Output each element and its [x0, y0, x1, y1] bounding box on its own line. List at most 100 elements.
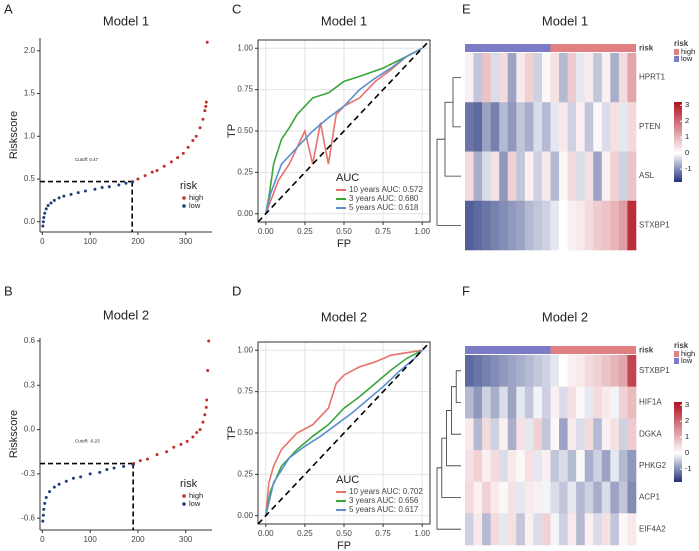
panel-title: Model 1	[103, 13, 149, 28]
heat-cell	[627, 53, 637, 103]
point	[204, 104, 208, 108]
heat-cell	[559, 200, 568, 251]
annotation-bar	[465, 44, 551, 52]
colorbar-tick-label: -1	[685, 164, 692, 173]
point	[117, 183, 121, 187]
heat-cell	[559, 355, 568, 387]
heat-cell	[465, 355, 474, 387]
heat-cell	[516, 513, 526, 546]
heat-cell	[627, 200, 637, 251]
heat-cell	[610, 513, 620, 546]
heat-cell	[507, 450, 517, 482]
heat-cell	[516, 386, 526, 419]
heat-cell	[550, 418, 560, 451]
heat-cell	[541, 200, 551, 251]
point	[130, 180, 134, 184]
heat-cell	[584, 481, 594, 514]
panel-label: A	[4, 1, 13, 16]
heat-cell	[593, 513, 603, 546]
heat-cell	[601, 513, 611, 546]
legend-swatch	[674, 358, 679, 364]
x-axis-label: FP	[337, 238, 351, 250]
point	[198, 126, 202, 130]
heat-cell	[610, 151, 620, 202]
x-tick-label: 200	[131, 237, 145, 246]
heat-cell	[482, 450, 491, 482]
panel-title: Model 1	[321, 13, 367, 28]
heat-cell	[593, 450, 603, 482]
panel-title: Model 1	[542, 13, 588, 28]
colorbar-tick-label: 1	[685, 132, 689, 141]
heat-cell	[584, 102, 594, 152]
row-label: STXBP1	[639, 366, 670, 375]
x-tick-label: 0.25	[297, 227, 313, 236]
heat-cell	[618, 102, 628, 152]
y-tick-label: -0.6	[21, 513, 35, 522]
heat-cell	[610, 200, 620, 251]
heat-cell	[473, 102, 483, 152]
heat-cell	[601, 102, 611, 152]
heat-cell	[610, 450, 620, 482]
y-axis-label: Riskscore	[8, 111, 20, 159]
heat-cell	[541, 53, 551, 103]
heat-cell	[541, 102, 551, 152]
colorbar-tick-label: 1	[685, 432, 689, 441]
heat-cell	[550, 386, 560, 419]
legend-swatch	[674, 49, 679, 55]
point	[41, 519, 45, 523]
heat-cell	[507, 200, 517, 251]
panel-label: E	[462, 1, 471, 16]
heat-cell	[499, 151, 509, 202]
heat-cell	[541, 151, 551, 202]
point	[195, 431, 199, 435]
heat-cell	[473, 151, 483, 202]
point	[179, 442, 183, 446]
point	[205, 398, 209, 402]
point	[191, 139, 195, 143]
heat-cell	[473, 200, 483, 251]
heat-cell	[541, 513, 551, 546]
heat-cell	[601, 355, 611, 387]
heat-cell	[465, 418, 474, 451]
point	[155, 453, 159, 457]
x-tick-label: 0.00	[258, 227, 274, 236]
heat-cell	[593, 102, 603, 152]
heat-cell	[516, 151, 526, 202]
point	[155, 168, 159, 172]
point	[146, 457, 149, 461]
panel-label: D	[232, 283, 241, 298]
heat-cell	[516, 102, 526, 152]
heat-cell	[516, 481, 526, 514]
heat-cell	[593, 53, 603, 103]
heat-cell	[482, 418, 491, 451]
point	[122, 464, 126, 468]
heat-cell	[499, 53, 509, 103]
heat-cell	[576, 200, 585, 251]
point	[181, 151, 185, 155]
colorbar-tick-label: -1	[685, 464, 692, 473]
heat-cell	[567, 481, 577, 514]
point	[41, 220, 45, 224]
heat-cell	[482, 53, 491, 103]
legend-entry: high	[681, 349, 695, 358]
heat-cell	[576, 355, 585, 387]
point	[150, 170, 154, 174]
point	[206, 368, 210, 372]
y-tick-label: 1.00	[237, 43, 253, 52]
point	[42, 507, 46, 511]
row-label: HIF1A	[639, 398, 662, 407]
dendrogram	[436, 138, 461, 226]
point	[203, 109, 207, 113]
y-tick-label: 0.0	[24, 425, 36, 434]
dendrogram	[446, 410, 461, 467]
heat-cell	[601, 386, 611, 419]
colorbar-tick-label: 3	[685, 400, 689, 409]
heat-cell	[576, 151, 585, 202]
heat-cell	[524, 450, 534, 482]
point	[205, 40, 209, 44]
heat-cell	[507, 386, 517, 419]
legend-swatch	[182, 494, 186, 498]
point	[46, 204, 50, 208]
heat-cell	[576, 418, 585, 451]
point	[203, 413, 207, 417]
